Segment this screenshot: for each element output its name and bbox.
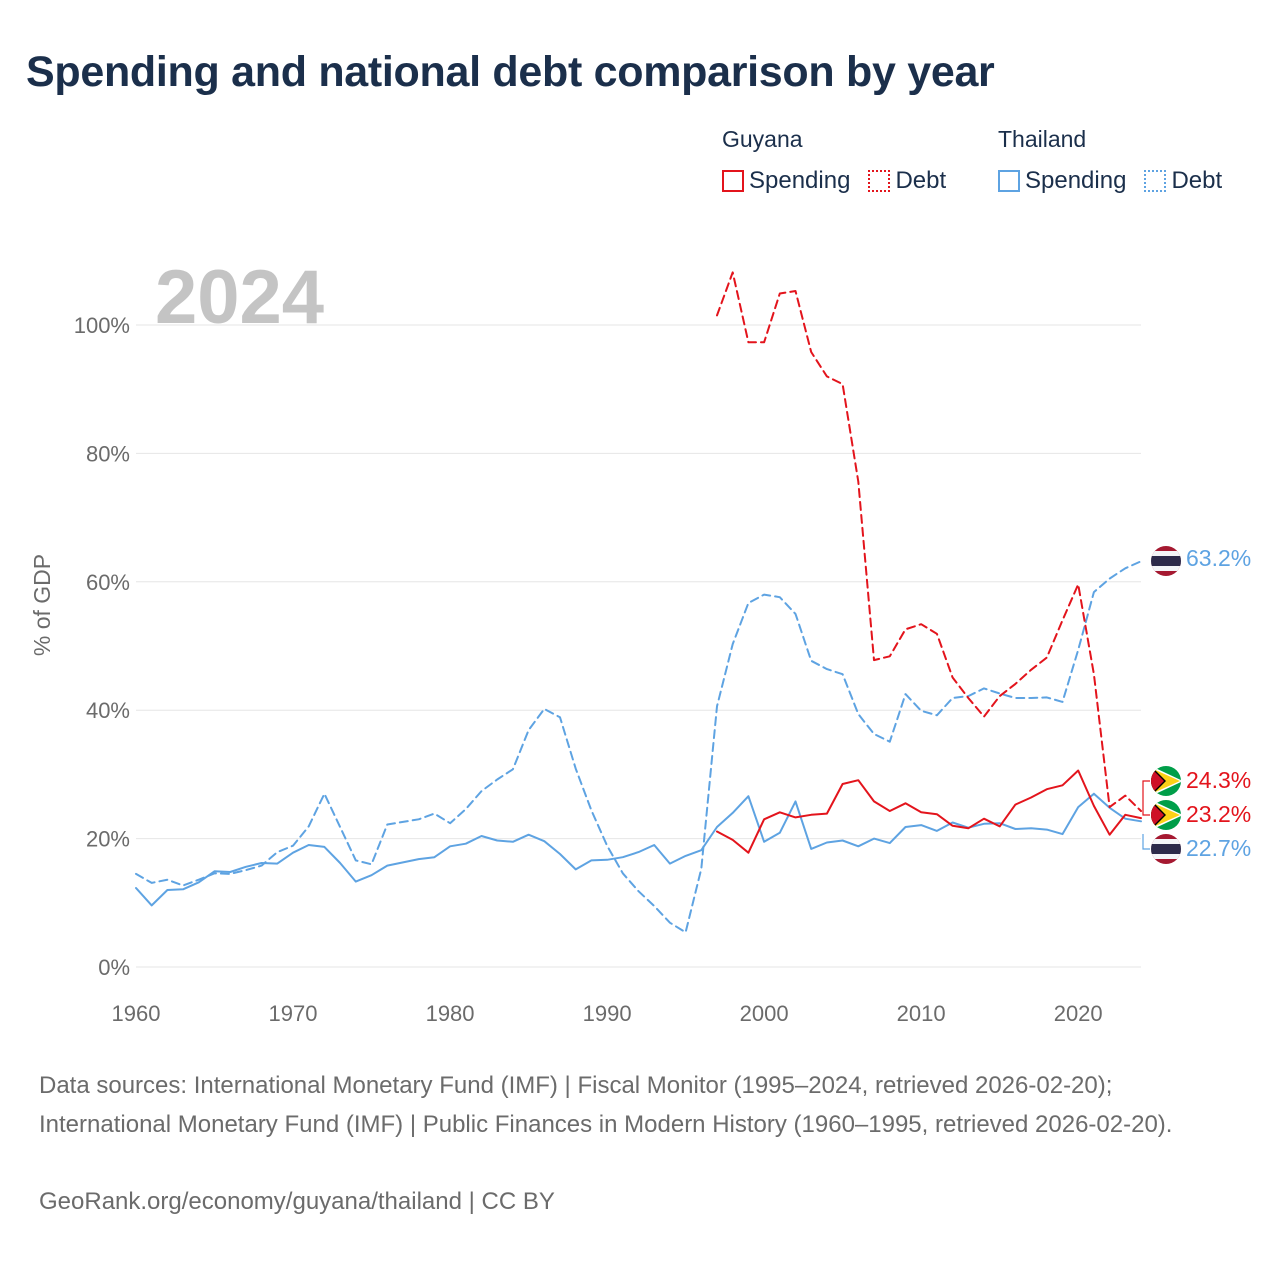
end-label-thailand-debt: 63.2% (1186, 545, 1251, 571)
guyana-flag-icon (1151, 800, 1181, 830)
x-axis-ticks: 1960 1970 1980 1990 2000 2010 2020 (112, 1001, 1103, 1026)
x-tick-label: 1980 (426, 1001, 475, 1026)
dotted-line-swatch-icon (868, 170, 891, 192)
legend-label: Spending (749, 167, 851, 194)
gridlines (136, 324, 1141, 968)
y-tick-label: 80% (86, 441, 130, 466)
series-line-guyana-spending[interactable] (716, 769, 1142, 854)
y-tick-label: 20% (86, 827, 130, 852)
legend-label: Spending (1025, 167, 1127, 194)
y-axis-ticks: 0% 20% 40% 60% 80% 100% (74, 313, 130, 980)
x-tick-label: 1990 (583, 1001, 632, 1026)
connector-thailand-spending (1142, 834, 1150, 850)
dotted-line-swatch-icon (1144, 170, 1167, 192)
legend-group-guyana: Guyana Spending Debt (722, 124, 964, 194)
legend-item-thailand-debt[interactable]: Debt (1144, 168, 1222, 194)
series-line-thailand-spending[interactable] (135, 792, 1142, 907)
end-label-guyana-spending: 23.2% (1186, 801, 1251, 827)
legend-country-label: Guyana (722, 126, 803, 152)
series-line-guyana-debt[interactable] (716, 271, 1142, 812)
legend-country-label: Thailand (998, 126, 1087, 152)
data-sources: Data sources: International Monetary Fun… (39, 1072, 1173, 1138)
thailand-flag-icon (1151, 834, 1181, 864)
y-tick-label: 0% (98, 955, 130, 980)
x-tick-label: 1970 (269, 1001, 318, 1026)
thailand-flag-icon (1151, 546, 1181, 576)
legend-item-guyana-debt[interactable]: Debt (868, 168, 946, 194)
x-tick-label: 1960 (112, 1001, 161, 1026)
connector-guyana-debt (1142, 780, 1150, 796)
legend-label: Debt (895, 167, 947, 194)
end-label-thailand-spending: 22.7% (1186, 835, 1251, 861)
y-tick-label: 100% (74, 313, 130, 338)
solid-line-swatch-icon (722, 170, 744, 192)
legend-item-guyana-spending[interactable]: Spending (722, 168, 850, 194)
end-label-connectors (1142, 780, 1150, 850)
y-axis-title: % of GDP (29, 554, 55, 656)
end-label-guyana-debt: 24.3% (1186, 767, 1251, 793)
legend-group-thailand: Thailand Spending Debt (998, 124, 1240, 194)
series-lines (135, 271, 1142, 934)
x-tick-label: 2010 (897, 1001, 946, 1026)
x-tick-label: 2000 (740, 1001, 789, 1026)
legend-item-thailand-spending[interactable]: Spending (998, 168, 1126, 194)
credit-link[interactable]: GeoRank.org/economy/guyana/thailand | CC… (39, 1188, 555, 1215)
x-tick-label: 2020 (1054, 1001, 1103, 1026)
guyana-flag-icon (1151, 766, 1181, 796)
legend-label: Debt (1171, 167, 1223, 194)
y-tick-label: 60% (86, 570, 130, 595)
line-chart: 2024 0% 20% 40% 60% 80% 100% 1960 1970 1980 1990… (29, 255, 1251, 1026)
y-tick-label: 40% (86, 698, 130, 723)
solid-line-swatch-icon (998, 170, 1020, 192)
series-line-thailand-debt[interactable] (135, 560, 1142, 934)
connector-guyana-spending (1142, 796, 1150, 816)
chart-title: Spending and national debt comparison by… (26, 48, 995, 96)
year-watermark: 2024 (155, 255, 324, 340)
